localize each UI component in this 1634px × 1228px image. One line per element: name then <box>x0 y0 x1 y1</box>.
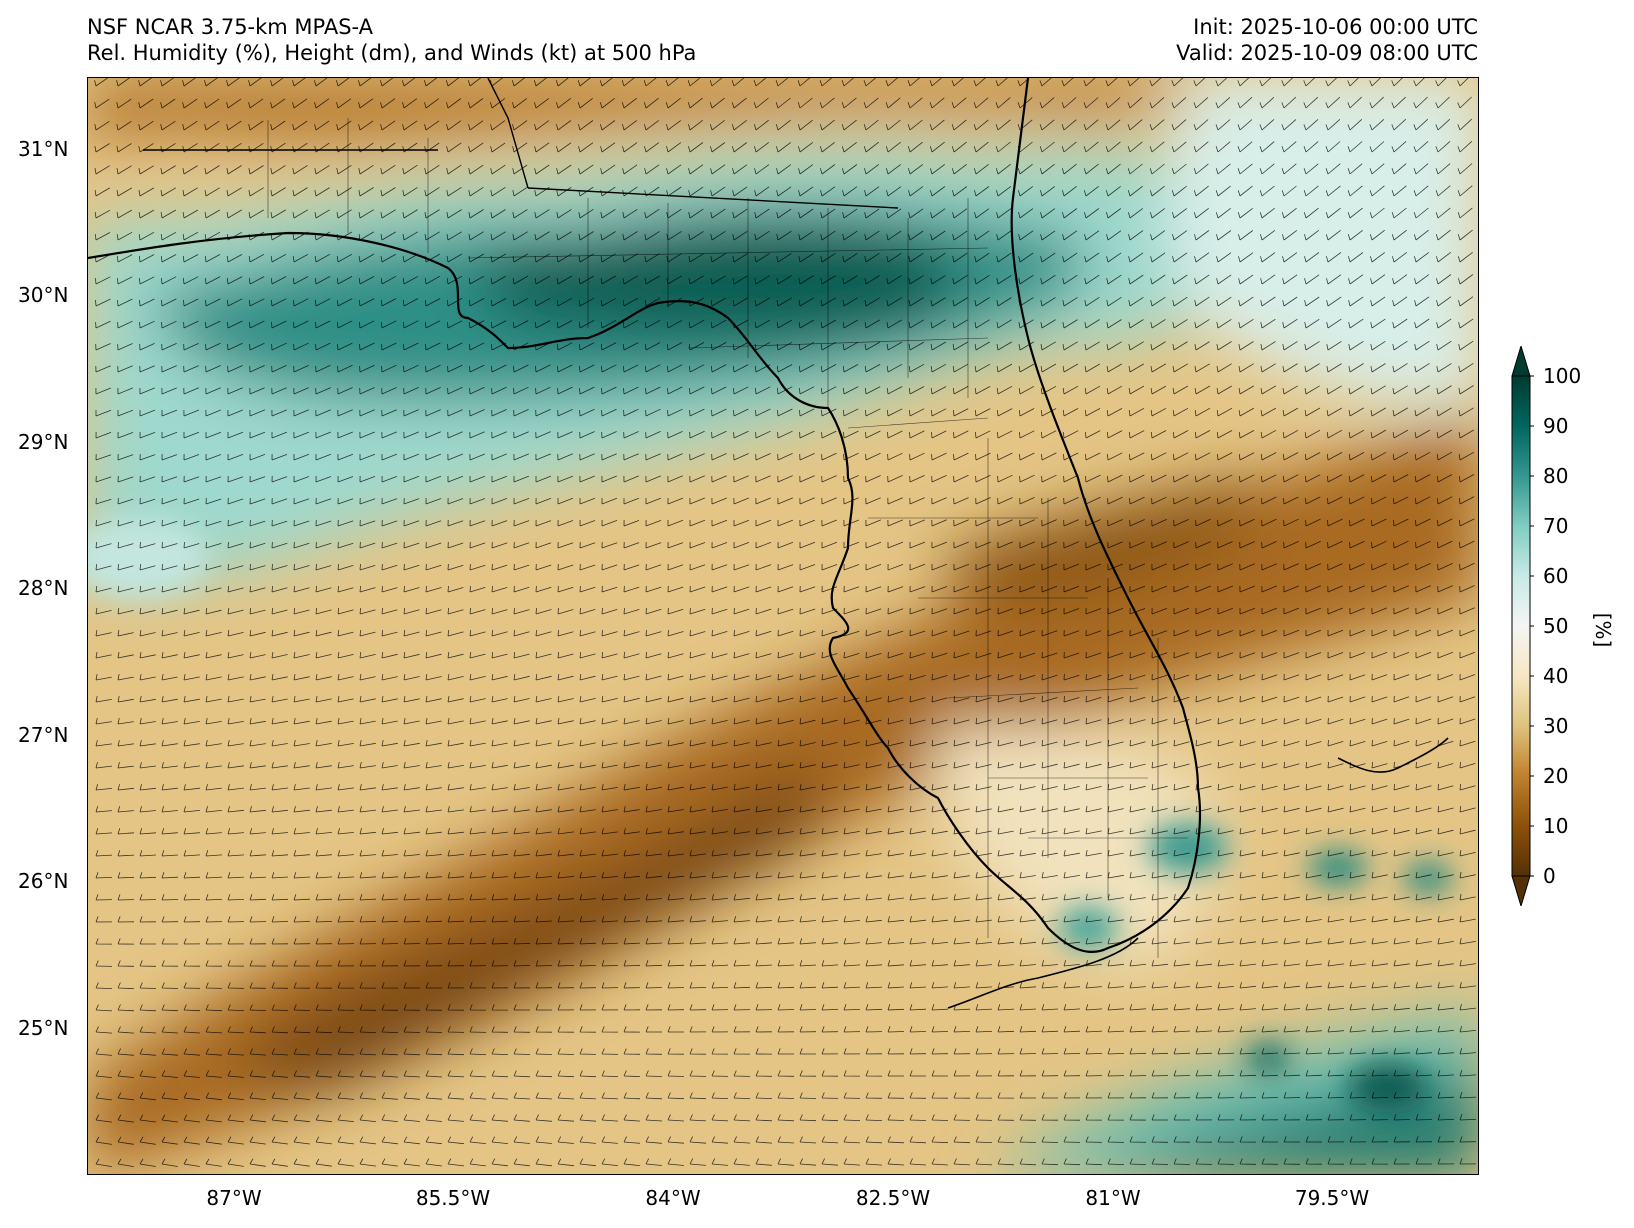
state-borders <box>143 78 899 209</box>
colorbar-tick-10: 10 <box>1543 814 1569 838</box>
model-title: NSF NCAR 3.75-km MPAS-A <box>87 15 374 39</box>
lon-label-85-5w: 85.5°W <box>415 1186 491 1210</box>
colorbar <box>1511 346 1534 906</box>
field-title: Rel. Humidity (%), Height (dm), and Wind… <box>87 41 697 65</box>
lon-label-81w: 81°W <box>1085 1186 1141 1210</box>
map-panel <box>87 77 1479 1175</box>
chart-header-right: Init: 2025-10-06 00:00 UTC Valid: 2025-1… <box>1176 14 1478 66</box>
colorbar-min-extend <box>1511 875 1531 906</box>
colorbar-gradient <box>1511 375 1531 877</box>
lon-label-82-5w: 82.5°W <box>855 1186 931 1210</box>
colorbar-tick-20: 20 <box>1543 764 1569 788</box>
lat-label-28: 28°N <box>18 576 69 600</box>
lat-label-26: 26°N <box>18 869 69 893</box>
colorbar-tick-60: 60 <box>1543 564 1569 588</box>
colorbar-tick-0: 0 <box>1543 864 1556 888</box>
chart-header-left: NSF NCAR 3.75-km MPAS-A Rel. Humidity (%… <box>87 14 696 66</box>
lat-label-29: 29°N <box>18 430 69 454</box>
colorbar-tick-50: 50 <box>1543 614 1569 638</box>
lat-label-27: 27°N <box>18 723 69 747</box>
map-canvas <box>88 78 1478 1174</box>
colorbar-tick-30: 30 <box>1543 714 1569 738</box>
colorbar-tick-90: 90 <box>1543 414 1569 438</box>
wind-barb-grid <box>94 78 1477 1167</box>
lat-label-25: 25°N <box>18 1016 69 1040</box>
init-time: Init: 2025-10-06 00:00 UTC <box>1193 15 1478 39</box>
lon-label-79-5w: 79.5°W <box>1294 1186 1370 1210</box>
lon-label-84w: 84°W <box>645 1186 701 1210</box>
coastline <box>88 78 1449 1009</box>
lon-label-87w: 87°W <box>206 1186 262 1210</box>
colorbar-tick-100: 100 <box>1543 364 1582 388</box>
lat-label-31: 31°N <box>18 137 69 161</box>
colorbar-tick-40: 40 <box>1543 664 1569 688</box>
lat-label-30: 30°N <box>18 283 69 307</box>
colorbar-tick-70: 70 <box>1543 514 1569 538</box>
wind-barbs <box>94 78 1477 1167</box>
valid-time: Valid: 2025-10-09 08:00 UTC <box>1176 41 1478 65</box>
humidity-field <box>88 78 1478 1174</box>
colorbar-unit-label: [%] <box>1591 612 1615 648</box>
colorbar-max-extend <box>1511 346 1531 377</box>
colorbar-tick-80: 80 <box>1543 464 1569 488</box>
